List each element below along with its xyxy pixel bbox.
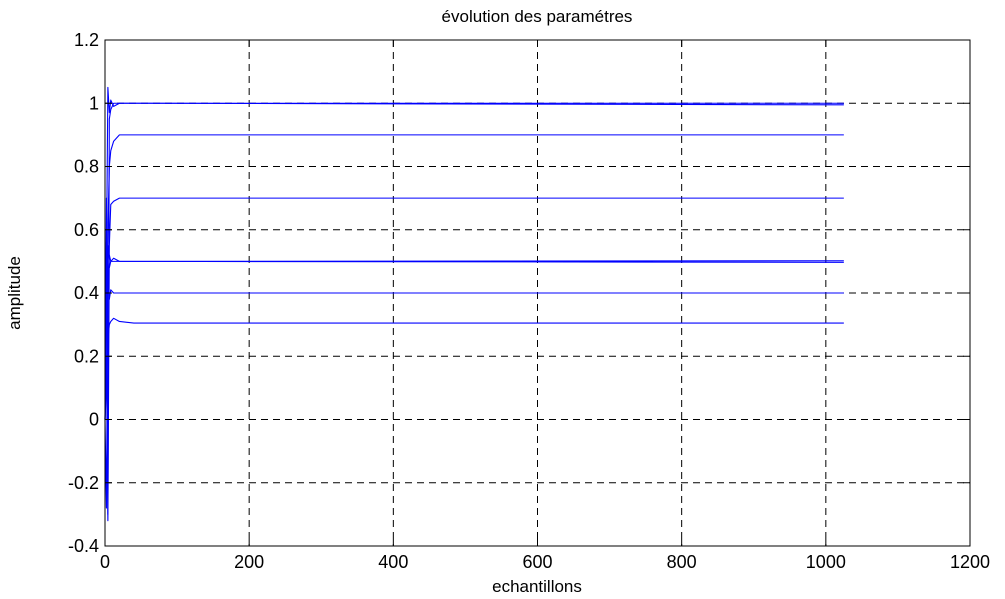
y-tick-label: 0.8 — [74, 157, 99, 177]
chart-title: évolution des paramétres — [442, 7, 633, 26]
ticks — [104, 39, 971, 547]
series-line-7 — [104, 276, 844, 509]
y-tick-label: -0.2 — [68, 473, 99, 493]
x-tick-label: 1000 — [806, 552, 846, 572]
y-tick-label: 0.4 — [74, 283, 99, 303]
x-tick-label: 800 — [667, 552, 697, 572]
x-tick-label: 400 — [378, 552, 408, 572]
y-tick-label: 0 — [89, 410, 99, 430]
y-tick-label: 0.6 — [74, 220, 99, 240]
x-tick-label: 600 — [522, 552, 552, 572]
y-tick-label: 0.2 — [74, 346, 99, 366]
x-tick-label: 1200 — [950, 552, 990, 572]
series-line-8 — [104, 317, 844, 420]
y-tick-label: 1 — [89, 93, 99, 113]
x-tick-label: 0 — [100, 552, 110, 572]
x-tick-label: 200 — [234, 552, 264, 572]
x-axis-label: echantillons — [492, 577, 582, 596]
y-axis-label: amplitude — [5, 256, 24, 330]
y-tick-label: 1.2 — [74, 30, 99, 50]
tick-labels: 0 200 400 600 800 1000 1200 -0.4 -0.2 0 0.2 0.4 0.6 0… — [68, 30, 990, 572]
series-line-6 — [104, 245, 844, 420]
y-tick-label: -0.4 — [68, 536, 99, 556]
